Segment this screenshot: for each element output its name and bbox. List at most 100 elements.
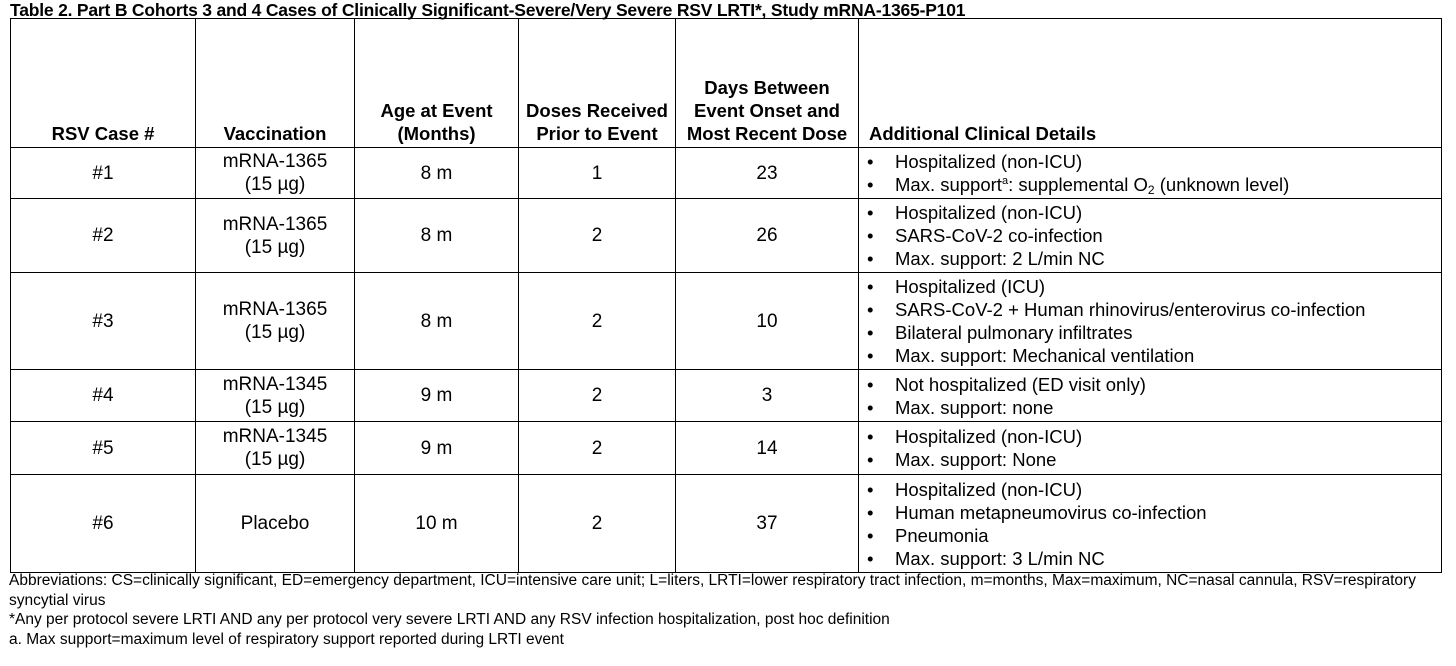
footnotes: Abbreviations: CS=clinically significant…: [9, 571, 1449, 649]
detail-item: Not hospitalized (ED visit only): [863, 373, 1437, 396]
details-list: Hospitalized (non-ICU)SARS-CoV-2 co-infe…: [863, 201, 1437, 270]
abbreviations-note: Abbreviations: CS=clinically significant…: [9, 572, 1416, 609]
doses-value: 1: [591, 162, 603, 184]
doses-value: 2: [591, 385, 603, 406]
detail-item: Max. support: 2 L/min NC: [863, 247, 1437, 270]
details-list: Hospitalized (non-ICU)Max. supporta: sup…: [863, 150, 1437, 196]
detail-item: Bilateral pulmonary infiltrates: [863, 321, 1437, 344]
case-cell: #2: [10, 198, 196, 273]
case-cell: #4: [10, 369, 196, 422]
dose-amount: (15 µg): [244, 396, 306, 418]
doses-cell: 2: [518, 272, 676, 370]
doses-cell: 2: [518, 421, 676, 475]
table-row: #5 mRNA-1345(15 µg) 9 m 2 14 Hospitalized (no…: [10, 421, 1442, 475]
details-list: Hospitalized (non-ICU)Max. support: None: [863, 425, 1437, 471]
header-doses: Doses Received Prior to Event: [518, 18, 676, 148]
case-number: #3: [92, 310, 114, 332]
age-cell: 8 m: [354, 198, 519, 273]
header-row: RSV Case # Vaccination Age at Event (Mon…: [10, 18, 1442, 148]
vaccine-name: Placebo: [240, 513, 310, 534]
dose-amount: (15 µg): [244, 174, 306, 195]
details-list: Not hospitalized (ED visit only)Max. sup…: [863, 373, 1437, 419]
case-number: #5: [92, 437, 114, 459]
table-row: #6 Placebo 10 m 2 37 Hospitalized (non-ICU)Hu…: [10, 474, 1442, 573]
vaccination-cell: mRNA-1365 (15 µg): [195, 272, 355, 370]
details-list: Hospitalized (non-ICU)Human metapneumovi…: [863, 478, 1437, 570]
vaccination-cell: mRNA-1345 (15 µg): [195, 369, 355, 422]
doses-cell: 2: [518, 369, 676, 422]
days-value: 14: [756, 437, 778, 459]
footnote-marker: a: [1001, 175, 1009, 187]
footnote-a: a. Max support=maximum level of respirat…: [9, 630, 564, 648]
days-value: 26: [756, 225, 778, 246]
detail-item: Hospitalized (non-ICU): [863, 201, 1437, 224]
age-cell: 9 m: [354, 421, 519, 475]
dose-amount: (15 µg): [244, 236, 306, 258]
detail-text: : supplemental O: [1008, 174, 1148, 195]
table-row: #1 mRNA-1365(15 µg) 8 m 1 23 Hospitalized (no…: [10, 147, 1442, 199]
vaccine-name: mRNA-1345: [222, 373, 328, 395]
age-value: 8 m: [420, 310, 453, 332]
header-case: RSV Case #: [10, 18, 196, 148]
details-cell: Hospitalized (non-ICU)Max. supporta: sup…: [858, 147, 1442, 199]
details-list: Hospitalized (ICU)SARS-CoV-2 + Human rhi…: [863, 275, 1437, 367]
doses-value: 2: [591, 437, 603, 459]
age-cell: 8 m: [354, 272, 519, 370]
detail-text: (unknown level): [1154, 174, 1290, 195]
case-number: #2: [92, 225, 114, 246]
details-cell: Hospitalized (ICU)SARS-CoV-2 + Human rhi…: [858, 272, 1442, 370]
days-cell: 26: [675, 198, 859, 273]
header-details: Additional Clinical Details: [858, 18, 1442, 148]
age-value: 10 m: [415, 513, 458, 534]
days-cell: 37: [675, 474, 859, 573]
vaccination-cell: mRNA-1345 (15 µg): [195, 421, 355, 475]
header-days: Days Between Event Onset and Most Recent…: [675, 18, 859, 148]
table-row: #4 mRNA-1345(15 µg) 9 m 2 3 Not hospitalized …: [10, 369, 1442, 422]
detail-item: Hospitalized (ICU): [863, 275, 1437, 298]
detail-item: Hospitalized (non-ICU): [863, 150, 1437, 173]
case-cell: #3: [10, 272, 196, 370]
days-value: 23: [756, 162, 778, 184]
subscript: 2: [1147, 183, 1155, 197]
case-cell: #1: [10, 147, 196, 199]
detail-item: Pneumonia: [863, 524, 1437, 547]
dose-amount: (15 µg): [244, 322, 306, 343]
age-cell: 9 m: [354, 369, 519, 422]
detail-item: Max. support: none: [863, 396, 1437, 419]
days-value: 3: [761, 385, 773, 406]
days-cell: 14: [675, 421, 859, 475]
doses-cell: 1: [518, 147, 676, 199]
age-cell: 10 m: [354, 474, 519, 573]
table-row: #2 mRNA-1365(15 µg) 8 m 2 26 Hospitalized (no…: [10, 198, 1442, 273]
dose-amount: (15 µg): [244, 449, 306, 470]
detail-item: SARS-CoV-2 + Human rhinovirus/enteroviru…: [863, 298, 1437, 321]
details-cell: Hospitalized (non-ICU)SARS-CoV-2 co-infe…: [858, 198, 1442, 273]
age-value: 9 m: [420, 437, 453, 459]
days-value: 10: [756, 310, 778, 332]
details-cell: Not hospitalized (ED visit only)Max. sup…: [858, 369, 1442, 422]
days-value: 37: [756, 513, 778, 534]
case-number: #6: [92, 513, 114, 534]
asterisk-note: *Any per protocol severe LRTI AND any pe…: [9, 611, 890, 628]
detail-item: Hospitalized (non-ICU): [863, 478, 1437, 501]
vaccine-name: mRNA-1345: [222, 426, 328, 447]
doses-cell: 2: [518, 474, 676, 573]
vaccination-cell: mRNA-1365 (15 µg): [195, 147, 355, 199]
case-number: #4: [92, 385, 114, 406]
vaccine-name: mRNA-1365: [222, 151, 328, 172]
case-number: #1: [92, 162, 114, 184]
detail-text: Max. support: [895, 174, 1002, 195]
detail-item: Max. support: 3 L/min NC: [863, 547, 1437, 570]
cases-table: RSV Case # Vaccination Age at Event (Mon…: [10, 18, 1442, 573]
age-value: 8 m: [420, 225, 453, 246]
header-vaccination: Vaccination: [195, 18, 355, 148]
detail-item: Hospitalized (non-ICU): [863, 425, 1437, 448]
detail-item: Human metapneumovirus co-infection: [863, 501, 1437, 524]
age-value: 9 m: [420, 385, 453, 406]
table-row: #3 mRNA-1365(15 µg) 8 m 2 10 Hospitalized (IC…: [10, 272, 1442, 370]
details-cell: Hospitalized (non-ICU)Human metapneumovi…: [858, 474, 1442, 573]
doses-cell: 2: [518, 198, 676, 273]
days-cell: 23: [675, 147, 859, 199]
doses-value: 2: [591, 225, 603, 246]
age-cell: 8 m: [354, 147, 519, 199]
